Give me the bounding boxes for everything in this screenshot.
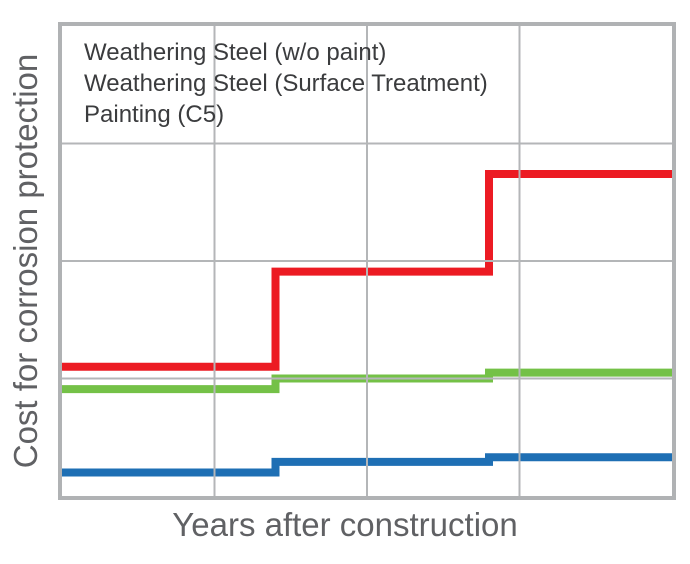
- y-axis-label: Cost for corrosion protection: [7, 53, 44, 469]
- x-axis-label: Years after construction: [172, 506, 518, 543]
- legend-item-weathering-steel-surface-treatment: Weathering Steel (Surface Treatment): [84, 70, 488, 97]
- legend-item-painting-c5: Painting (C5): [84, 101, 225, 128]
- plot-border: [58, 22, 676, 500]
- legend-item-weathering-steel-wo-paint: Weathering Steel (w/o paint): [84, 39, 387, 66]
- legend: Weathering Steel (w/o paint) Weathering …: [84, 37, 488, 130]
